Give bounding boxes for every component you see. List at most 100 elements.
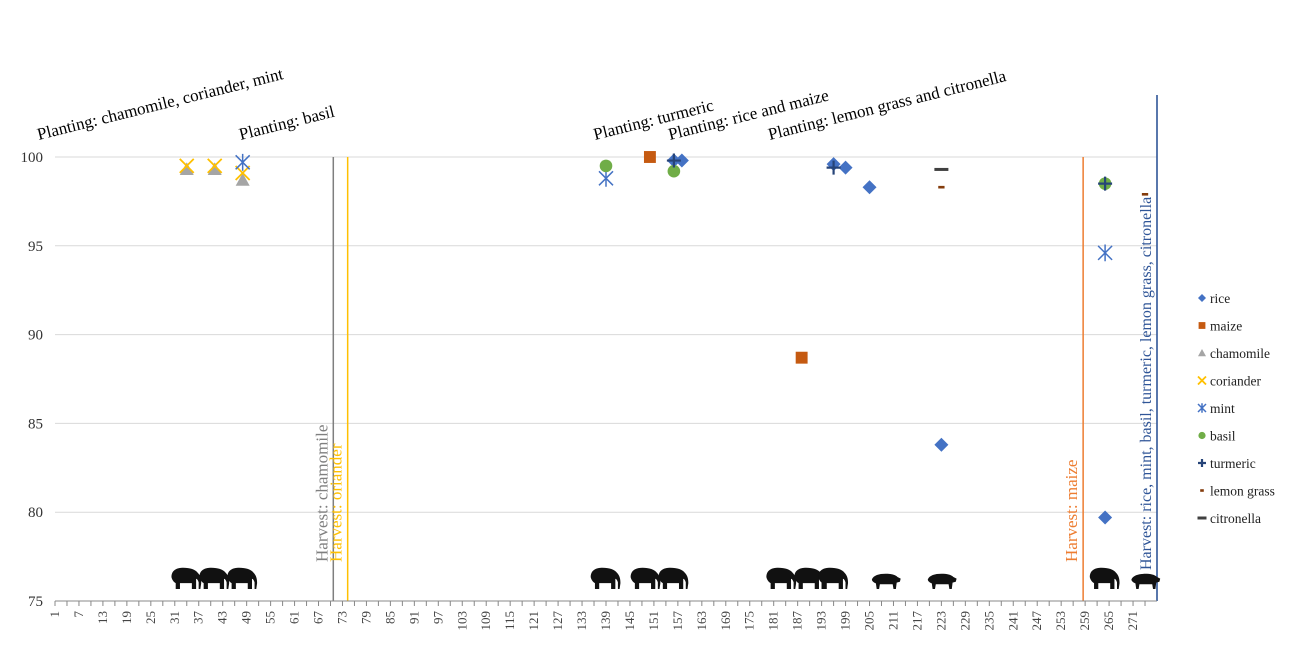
x-tick-label: 37 [191,611,206,625]
elephant-icon [171,567,202,590]
x-tick-label: 193 [814,611,829,631]
x-tick-label: 157 [670,611,685,631]
point-chamomile [207,162,222,176]
harvest-label: Harvest: maize [1062,460,1081,562]
point-rice [1098,510,1113,525]
legend-marker [1198,459,1206,467]
x-tick-label: 103 [454,611,469,631]
x-tick-label: 79 [358,611,373,624]
elephant-icon [590,567,621,590]
point-lemon-grass [938,185,945,189]
x-tick-label: 25 [143,611,158,624]
x-tick-label: 199 [838,611,853,631]
legend-marker [1197,403,1207,413]
x-tick-label: 31 [167,611,182,624]
legend-label: mint [1210,401,1235,416]
point-turmeric [1098,176,1113,191]
y-tick-label: 75 [28,594,43,610]
x-tick-label: 145 [622,611,637,631]
x-tick-label: 133 [574,611,589,631]
legend-marker [1198,322,1206,329]
x-tick-label: 67 [311,611,326,625]
point-lemon-grass [1141,192,1149,196]
x-tick-label: 91 [406,611,421,624]
elephant-icon [658,567,689,590]
point-citronella [934,167,949,171]
x-tick-label: 85 [382,611,397,624]
legend-label: coriander [1210,374,1261,389]
point-rice [674,153,689,168]
legend-marker [1200,489,1204,492]
planting-annotations: Planting: chamomile, coriander, mintPlan… [35,64,1008,144]
x-tick-label: 121 [526,611,541,631]
x-tick-label: 151 [646,611,661,631]
x-tick-label: 7 [71,611,86,618]
axes: 75 80 85 90 95 100 1 7 13 19 25 31 37 43 49 55 61 67 73 79 8… [21,150,1157,631]
x-tick-label: 175 [742,611,757,631]
x-tick-label: 271 [1125,611,1140,631]
point-maize [643,151,656,163]
animal-icons [171,567,1161,590]
x-tick-label: 139 [598,611,613,631]
planting-annotation: Planting: basil [237,102,337,144]
x-tick-label: 73 [334,611,349,624]
x-tick-label: 235 [981,611,996,631]
point-basil [667,164,681,178]
gridlines [55,156,1157,513]
point-rice [838,160,853,175]
x-tick-label: 223 [933,611,948,631]
x-tick-label: 259 [1077,611,1092,631]
x-tick-label: 49 [239,611,254,624]
y-tick-label: 95 [28,239,43,255]
elephant-icon [227,567,258,590]
x-tick-label: 229 [957,611,972,631]
point-coriander [207,158,223,174]
elephant-icon [766,567,797,590]
legend: rice maize chamomile coriander mint basil turm… [1197,291,1275,526]
x-tick-label: 55 [263,611,278,624]
point-basil [599,159,613,173]
elephant-icon [199,567,230,590]
x-tick-label: 169 [718,611,733,631]
point-mint [598,169,614,187]
elephant-icon [630,567,661,590]
legend-label: chamomile [1210,346,1270,361]
x-tick-label: 1 [47,611,62,618]
x-tick-label: 61 [287,611,302,624]
point-chamomile [179,162,194,176]
x-tick-label: 19 [119,611,134,624]
point-coriander [235,165,251,181]
boar-icon [1131,573,1161,589]
data-points [179,151,1149,525]
x-tick-label: 109 [478,611,493,631]
x-tick-label: 241 [1005,611,1020,631]
elephant-icon [1089,567,1120,590]
point-chamomile [235,173,250,186]
boar-icon [927,573,957,589]
point-maize [795,351,808,364]
legend-label: rice [1210,291,1230,306]
harvest-label: Harvest: oriander [327,443,346,562]
x-tick-label: 211 [885,611,900,630]
x-tick-label: 265 [1101,611,1116,631]
legend-marker [1197,375,1207,386]
x-tick-label: 181 [766,611,781,631]
legend-marker [1198,349,1206,357]
x-tick-label: 187 [790,611,805,631]
legend-label: maize [1210,319,1242,334]
point-coriander [179,158,195,174]
x-tick-label: 97 [430,611,445,625]
y-tick-label: 90 [28,328,43,344]
legend-label: citronella [1210,511,1261,526]
point-turmeric [666,153,681,168]
x-tick-label: 205 [862,611,877,631]
legend-label: basil [1210,429,1236,444]
harvest-label: Harvest: rice, mint, basil, turmeric, le… [1138,197,1155,570]
legend-label: lemon grass [1210,484,1275,499]
legend-label: turmeric [1210,456,1256,471]
x-tick-label: 115 [502,611,517,630]
y-tick-label: 85 [28,416,43,432]
harvest-label: Harvest: chamomile [312,425,331,562]
